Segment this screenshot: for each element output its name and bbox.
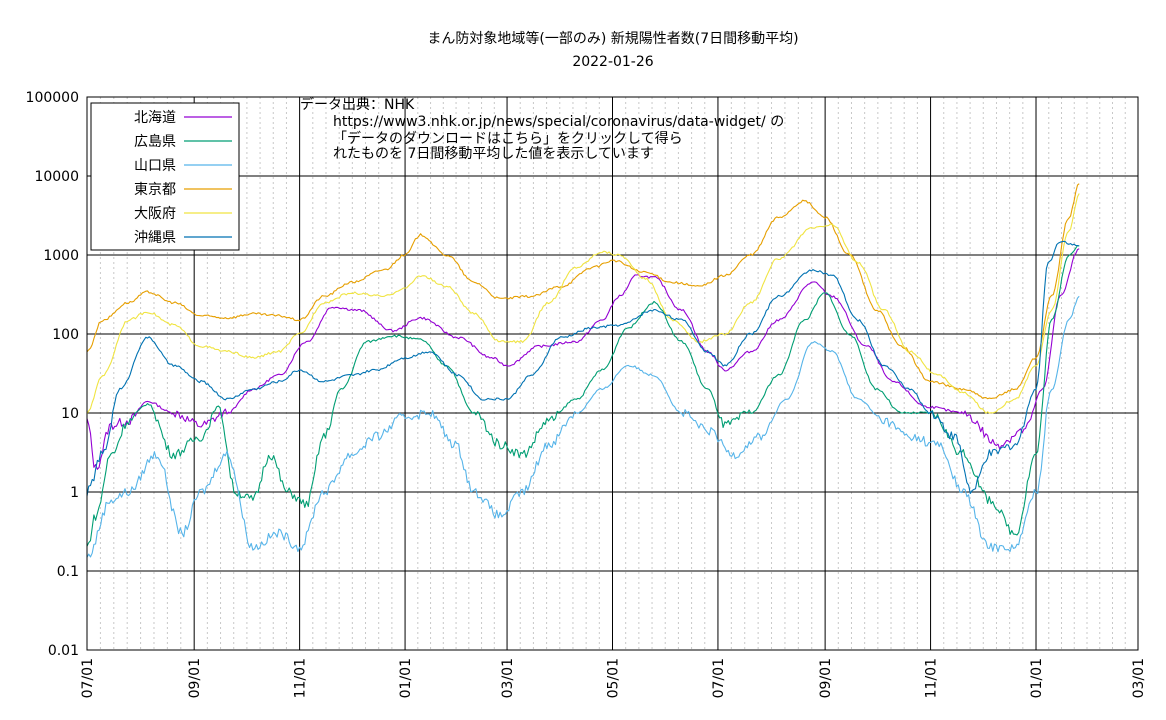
y-tick-label: 100 [52,327,79,343]
x-tick-label: 05/01 [606,658,622,698]
y-tick-label: 10000 [34,169,79,185]
annotation-line: れたものを 7日間移動平均した値を表示しています [333,146,654,162]
legend-label: 東京都 [134,182,176,198]
chart-title: まん防対象地域等(一部のみ) 新規陽性者数(7日間移動平均) [427,30,798,47]
chart-subtitle: 2022-01-26 [572,54,653,70]
x-tick-label: 01/01 [1029,658,1045,698]
x-tick-label: 07/01 [711,658,727,698]
y-tick-label: 1000 [43,248,79,264]
series-line-3 [86,295,1080,558]
x-tick-label: 09/01 [818,658,834,698]
annotation-line: 「データのダウンロードはこちら」をクリックして得ら [333,130,683,147]
series-line-2 [86,244,1080,547]
plot-frame [86,96,1139,651]
x-tick-label: 07/01 [80,658,96,698]
series-line-4 [86,183,1080,400]
y-tick-label: 0.1 [57,564,79,580]
annotation-line: データ出典：NHK [300,96,415,113]
series-lines [86,183,1080,558]
series-line-6 [86,240,1080,497]
x-axis-ticks: 07/01 09/01 11/01 01/01 03/01 05/01 07/01 09/01… [80,658,1147,698]
legend-label: 大阪府 [134,206,176,222]
series-line-5 [86,193,1080,414]
x-tick-label: 01/01 [398,658,414,698]
x-tick-label: 11/01 [293,658,309,698]
x-tick-label: 03/01 [500,658,516,698]
legend-label: 北海道 [134,110,176,126]
source-annotation: データ出典：NHK https://www3.nhk.or.jp/news/sp… [300,96,784,162]
y-tick-label: 100000 [26,90,79,106]
x-tick-label: 03/01 [1131,658,1147,698]
x-tick-label: 11/01 [924,658,940,698]
legend-label: 山口県 [134,158,176,174]
y-tick-label: 10 [61,406,79,422]
legend-label: 広島県 [134,134,176,150]
annotation-line: https://www3.nhk.or.jp/news/special/coro… [333,114,784,130]
y-tick-label: 1 [70,485,79,501]
x-tick-label: 09/01 [187,658,203,698]
legend-box [90,102,240,251]
major-grid [86,96,1139,651]
y-tick-label: 0.01 [48,643,79,659]
y-axis-ticks: 100000 10000 1000 100 10 1 0.1 0.01 [26,90,79,659]
minor-grid [99,97,1126,650]
legend-label: 沖縄県 [134,230,176,246]
